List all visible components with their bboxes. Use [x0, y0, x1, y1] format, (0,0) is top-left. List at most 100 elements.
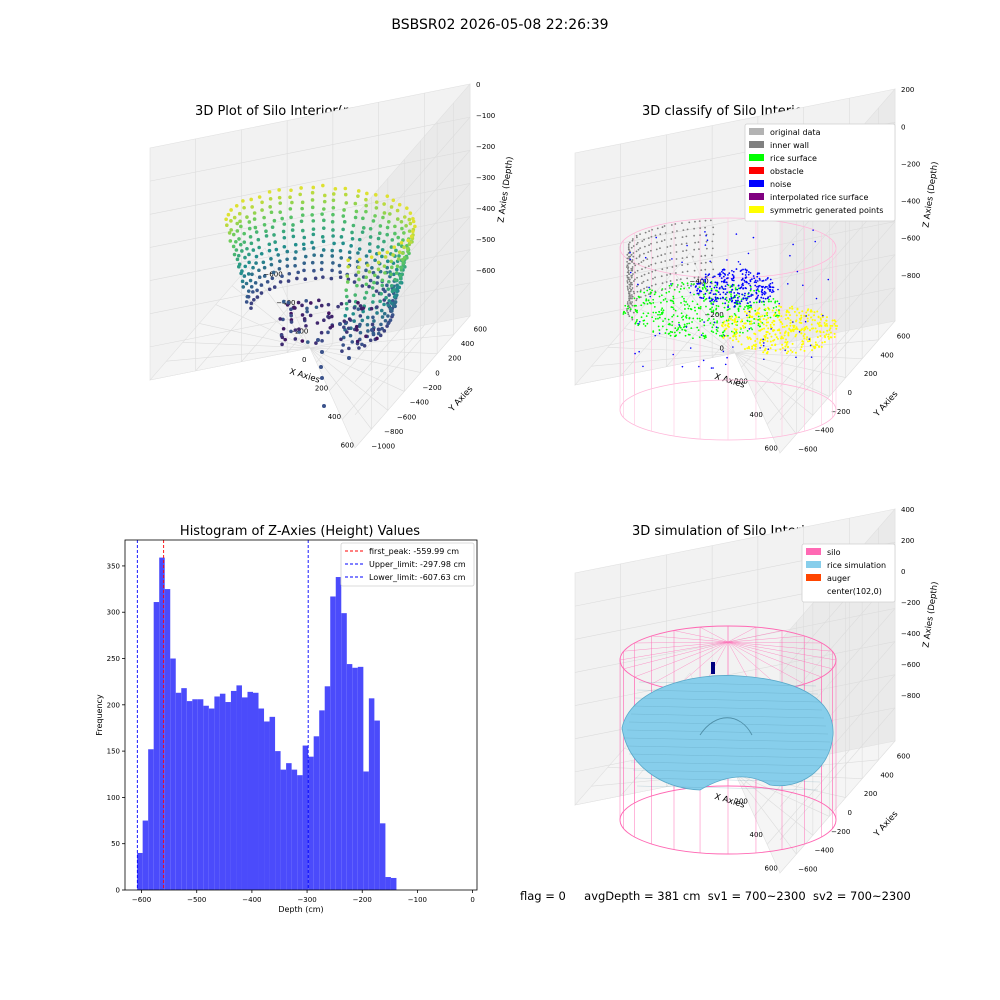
cls-rice-point [664, 317, 667, 320]
cls-noise-point [798, 331, 801, 333]
cls-wall-point [664, 260, 667, 262]
cls-rice-point [682, 318, 685, 321]
cls-symmetric-point [754, 340, 757, 343]
cls-wall-point [693, 269, 696, 272]
cls-wall-point [643, 252, 645, 255]
histogram-bar [335, 577, 342, 890]
cls-wall-point [692, 255, 694, 258]
raw-scatter-point [389, 272, 393, 277]
cls-rice-point [668, 290, 670, 293]
cls-symmetric-point [787, 332, 790, 335]
cls-symmetric-point [816, 343, 819, 346]
histogram-bar [225, 702, 231, 890]
raw-scatter-point [280, 274, 284, 278]
cls-noise-point [697, 287, 699, 290]
raw-scatter-point [278, 201, 283, 205]
cls-rice-point [704, 298, 707, 301]
cls-symmetric-point [749, 338, 752, 341]
raw-scatter-point [241, 285, 246, 289]
raw-scatter-point [267, 287, 272, 292]
raw-z-tick-label: −300 [476, 174, 495, 182]
cls-rice-point [775, 314, 778, 317]
cls-noise-point [740, 269, 743, 272]
cls-symmetric-point [825, 319, 828, 322]
cls-noise-point [815, 297, 818, 300]
cls-wall-point [664, 253, 666, 255]
cls-noise-point [796, 270, 799, 273]
cls-rice-point [725, 299, 728, 302]
cls-rice-point [774, 301, 777, 304]
raw-scatter-point [330, 268, 334, 273]
cls-wall-point [650, 235, 653, 238]
raw-scatter-point [391, 272, 396, 277]
cls-noise-point [739, 263, 742, 265]
cls-noise-point [766, 285, 768, 288]
cls-symmetric-point [751, 347, 754, 350]
raw-scatter-point [238, 242, 243, 247]
cls-rice-point [763, 315, 766, 317]
cls-rice-point [672, 302, 675, 305]
cls-symmetric-point [758, 319, 761, 322]
cls-noise-point [736, 288, 739, 291]
cls-symmetric-point [743, 310, 746, 313]
raw-scatter-point [339, 235, 344, 239]
cls-symmetric-point [810, 323, 813, 326]
sim-legend-label: silo [827, 548, 841, 557]
raw-scatter-point [356, 194, 360, 198]
cls-rice-point [664, 332, 667, 334]
cls-noise-point [810, 356, 813, 358]
raw-scatter-point [331, 198, 336, 203]
cls-noise-point [726, 283, 729, 286]
cls-rice-point [728, 315, 731, 318]
sim-z-tick-label: 400 [901, 506, 914, 514]
cls-symmetric-point [778, 318, 781, 321]
cls-symmetric-point [761, 340, 764, 343]
cls-wall-point [627, 273, 630, 275]
cls-rice-point [627, 305, 629, 308]
cls-wall-point [640, 261, 643, 264]
cls-rice-point [699, 320, 702, 323]
cls-noise-point [712, 367, 714, 369]
cls-wall-point [659, 233, 662, 236]
raw-scatter-point [249, 306, 253, 310]
cls-symmetric-point [826, 329, 829, 332]
raw-scatter-point [262, 222, 267, 227]
cls-symmetric-point [827, 333, 830, 336]
cls-symmetric-point [767, 321, 770, 324]
cls-noise-point [719, 293, 722, 296]
cls-rice-point [682, 326, 685, 329]
raw-scatter-point [269, 256, 273, 261]
cls-rice-point [658, 310, 660, 313]
raw-z-tick-label: −600 [476, 267, 495, 275]
cls-wall-point [629, 310, 632, 312]
cls-rice-point [710, 330, 713, 333]
raw-z-tick-label: −400 [476, 205, 495, 213]
raw-scatter-point [321, 275, 325, 279]
raw-scatter-point [330, 314, 334, 319]
histogram-bar [148, 749, 154, 890]
raw-scatter-point [320, 350, 324, 354]
cls-rice-point [660, 309, 663, 311]
cls-symmetric-point [829, 336, 832, 339]
raw-scatter-point [311, 185, 316, 190]
raw-scatter-point [409, 234, 414, 239]
cls-symmetric-point [772, 323, 775, 326]
cls-noise-point [710, 289, 713, 292]
cls-noise-point [634, 352, 636, 355]
raw-scatter-point [354, 324, 359, 329]
cls-wall-point [661, 282, 664, 285]
cls-noise-point [755, 281, 758, 284]
cls-noise-point [708, 273, 711, 276]
raw-scatter-point [380, 315, 385, 319]
cls-noise-point [697, 292, 700, 295]
cls-symmetric-point [810, 316, 813, 319]
raw-grid-line [195, 276, 279, 372]
raw-scatter-point [362, 296, 367, 300]
cls-rice-point [697, 329, 700, 332]
cls-wall-point [637, 248, 640, 251]
cls-rice-point [655, 311, 657, 314]
raw-scatter-point [357, 265, 361, 270]
sim-roof-wire [727, 626, 757, 643]
raw-scatter-point [293, 337, 298, 341]
cls-noise-point [802, 284, 804, 287]
